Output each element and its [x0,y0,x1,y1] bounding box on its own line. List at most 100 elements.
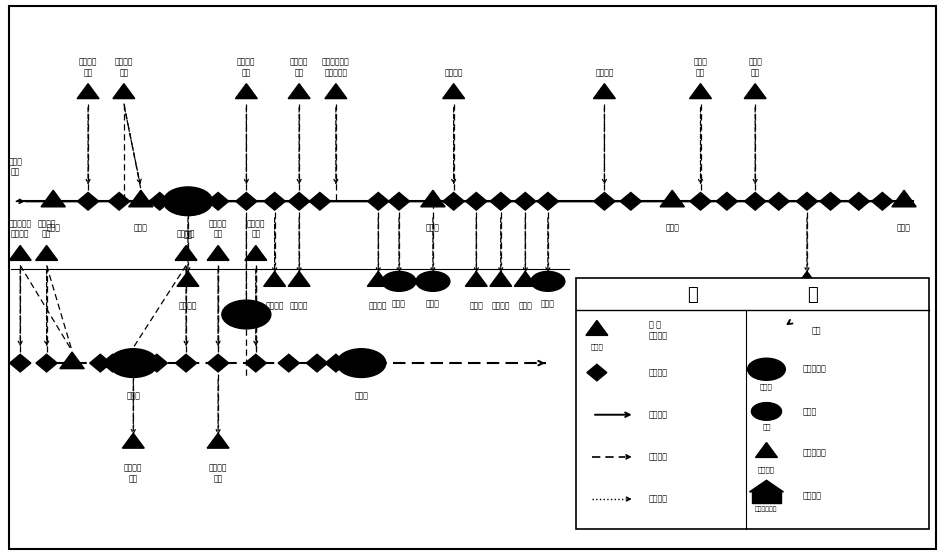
Polygon shape [337,354,359,372]
Text: 磁旺营: 磁旺营 [126,392,140,401]
Text: 龙羊峡: 龙羊峡 [46,223,60,233]
Text: 北总、沈乌
干渠用水: 北总、沈乌 干渠用水 [8,219,32,239]
Polygon shape [176,354,196,372]
Polygon shape [41,190,65,207]
Polygon shape [754,442,777,457]
Polygon shape [288,84,310,99]
Text: 刘家峡: 刘家峡 [134,223,147,233]
Polygon shape [442,84,464,99]
Text: 吴忠用水: 吴忠用水 [491,302,510,311]
Polygon shape [288,271,310,286]
Polygon shape [235,84,257,99]
Polygon shape [325,354,346,372]
Text: 兰州: 兰州 [183,230,193,239]
Polygon shape [306,354,328,372]
Text: 供水节点: 供水节点 [648,368,667,377]
Text: 河流水系: 河流水系 [648,410,667,419]
Circle shape [381,271,415,291]
Text: 定西用水: 定西用水 [265,302,283,311]
Polygon shape [9,354,31,372]
Text: 呼和浩特
用水: 呼和浩特 用水 [246,219,264,239]
Text: 景屈山: 景屈山 [426,300,439,309]
Polygon shape [716,193,736,210]
Polygon shape [77,84,99,99]
Bar [751,492,780,503]
Polygon shape [146,354,167,372]
Polygon shape [109,193,129,210]
Circle shape [163,187,212,216]
Polygon shape [207,245,228,260]
Polygon shape [122,433,144,448]
Polygon shape [514,271,535,286]
Polygon shape [175,245,196,260]
Polygon shape [891,190,916,207]
Polygon shape [464,271,487,286]
Polygon shape [870,193,892,210]
Polygon shape [207,433,228,448]
Polygon shape [102,354,123,372]
Polygon shape [689,193,711,210]
Text: 兰州: 兰州 [762,423,770,430]
Polygon shape [593,84,615,99]
Text: 磨乃支
入流: 磨乃支 入流 [8,157,23,176]
Polygon shape [288,193,310,210]
Text: 头道拐: 头道拐 [354,392,368,401]
Polygon shape [90,354,110,372]
Polygon shape [244,354,266,372]
Text: 刘兰区间
用水: 刘兰区间 用水 [114,58,133,77]
Polygon shape [208,193,228,210]
Text: 农业用水: 农业用水 [801,491,820,500]
Circle shape [336,349,385,377]
Text: 鄂尔多斯
用水: 鄂尔多斯 用水 [209,463,228,483]
Text: 白银用水: 白银用水 [290,302,308,311]
Text: 靖水桥: 靖水桥 [392,300,406,309]
Text: 兰州用水: 兰州用水 [757,466,774,473]
Text: 鸭家桥: 鸭家桥 [540,300,554,309]
Text: 引水路路: 引水路路 [648,452,667,461]
Circle shape [415,271,449,291]
Text: 包斯神尔
用水: 包斯神尔 用水 [38,219,56,239]
Polygon shape [367,271,389,286]
Text: 石嘴山: 石嘴山 [665,223,679,233]
Polygon shape [235,193,257,210]
Polygon shape [796,193,817,210]
Text: 秦利堡、渠井
稍道区用水: 秦利堡、渠井 稍道区用水 [322,58,349,77]
Text: 乌海用水: 乌海用水 [797,302,816,311]
Text: 黄河南岸
干渠: 黄河南岸 干渠 [124,463,143,483]
Text: 乌兰察布
用水: 乌兰察布 用水 [209,219,228,239]
Polygon shape [9,245,31,260]
Polygon shape [278,354,299,372]
Text: 包兰桥: 包兰桥 [759,384,772,390]
Text: 石嘴山
用水: 石嘴山 用水 [693,58,707,77]
Text: 三盆会: 三盆会 [896,223,910,233]
Polygon shape [36,354,58,372]
Text: 苦水沟: 苦水沟 [517,302,531,311]
Polygon shape [309,193,330,210]
Text: 祖厉河: 祖厉河 [246,304,260,313]
Polygon shape [59,352,84,369]
Polygon shape [465,193,486,210]
Polygon shape [263,271,285,286]
Text: 龙刘区间
用水: 龙刘区间 用水 [78,58,97,77]
Polygon shape [659,190,683,207]
Text: 兰州用水: 兰州用水 [178,302,197,311]
Polygon shape [149,193,170,210]
Text: 青铜峡: 青铜峡 [426,223,439,233]
Text: 龙羊峡: 龙羊峡 [590,343,602,350]
Polygon shape [128,190,153,207]
Polygon shape [489,271,512,286]
Polygon shape [619,193,641,210]
Polygon shape [443,193,464,210]
Polygon shape [112,84,135,99]
Polygon shape [537,193,558,210]
Polygon shape [744,193,765,210]
Polygon shape [795,271,818,286]
Polygon shape [848,193,868,210]
Polygon shape [420,190,445,207]
Text: 景电二期提灌: 景电二期提灌 [754,506,777,512]
Polygon shape [490,193,511,210]
Polygon shape [749,480,783,492]
Circle shape [750,402,781,420]
Circle shape [747,358,784,380]
Circle shape [531,271,565,291]
